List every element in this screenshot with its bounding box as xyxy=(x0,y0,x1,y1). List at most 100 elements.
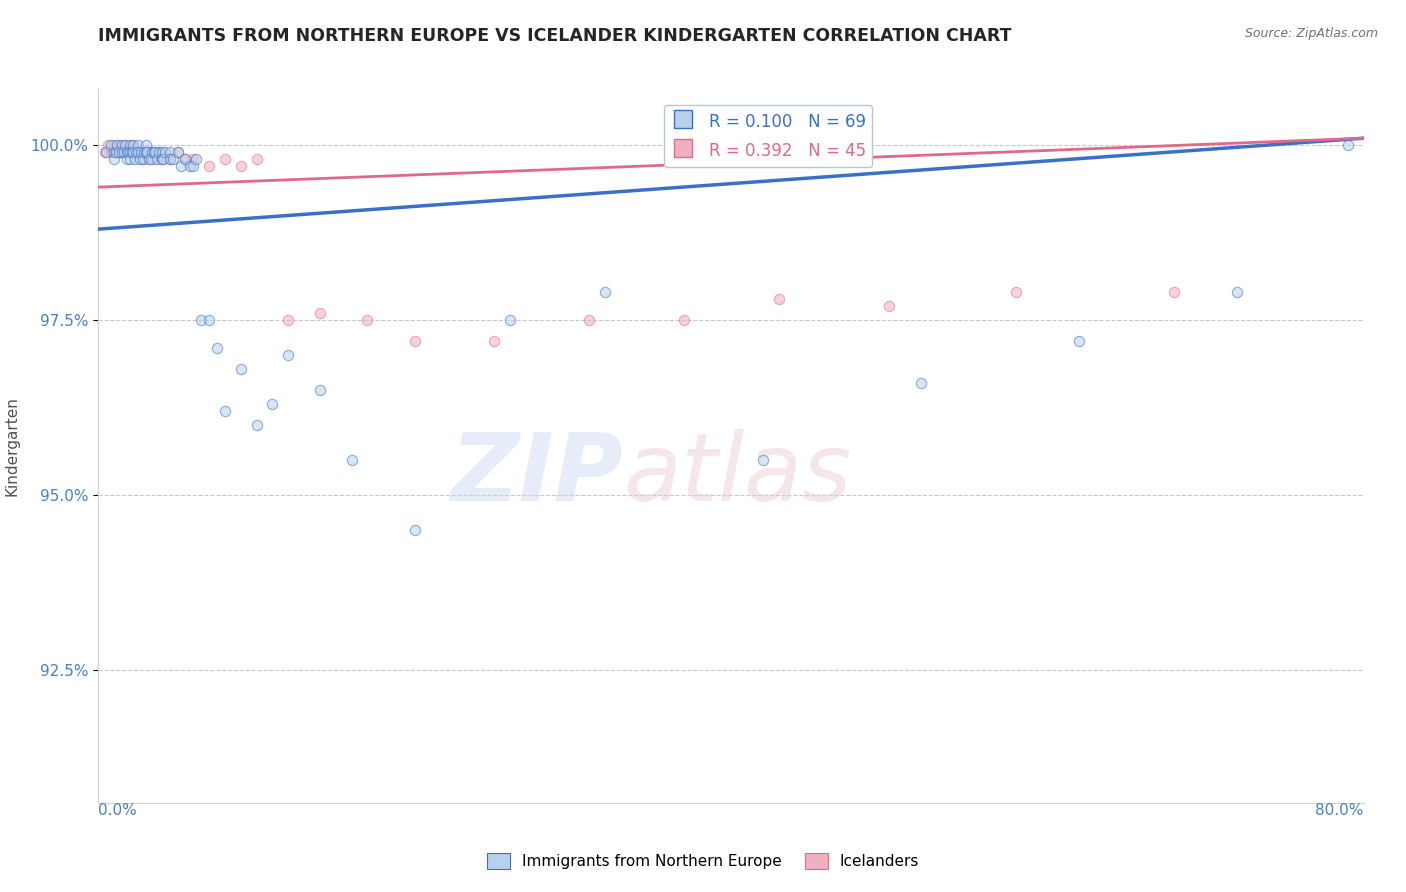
Point xyxy=(134,145,156,160)
Point xyxy=(117,145,139,160)
Point xyxy=(138,145,160,160)
Point xyxy=(146,152,169,166)
Point xyxy=(120,152,141,166)
Point xyxy=(122,145,145,160)
Point xyxy=(135,138,157,153)
Point xyxy=(142,152,165,166)
Legend: R = 0.100   N = 69, R = 0.392   N = 45: R = 0.100 N = 69, R = 0.392 N = 45 xyxy=(664,104,872,167)
Point xyxy=(150,145,173,160)
Point xyxy=(1226,285,1249,299)
Point xyxy=(115,145,138,160)
Point xyxy=(100,145,122,160)
Point xyxy=(578,313,600,327)
Point xyxy=(135,145,157,160)
Point xyxy=(877,299,900,313)
Point xyxy=(111,138,134,153)
Point xyxy=(214,404,236,418)
Point xyxy=(246,417,269,432)
Point xyxy=(309,383,332,397)
Point xyxy=(107,145,129,160)
Point xyxy=(111,145,134,160)
Point xyxy=(127,138,149,153)
Point xyxy=(115,152,138,166)
Point xyxy=(482,334,505,348)
Point xyxy=(101,145,124,160)
Point xyxy=(103,138,125,153)
Point xyxy=(136,145,159,160)
Point xyxy=(159,152,181,166)
Point xyxy=(104,145,127,160)
Point xyxy=(183,159,205,173)
Point xyxy=(120,138,141,153)
Point xyxy=(152,152,174,166)
Point xyxy=(910,376,932,390)
Point xyxy=(246,152,269,166)
Point xyxy=(108,145,131,160)
Point xyxy=(117,145,139,160)
Point xyxy=(114,138,136,153)
Point xyxy=(198,159,221,173)
Point xyxy=(128,145,150,160)
Point xyxy=(356,313,378,327)
Point xyxy=(1163,285,1185,299)
Point xyxy=(174,152,197,166)
Point xyxy=(135,145,157,160)
Point xyxy=(229,362,252,376)
Point xyxy=(148,145,170,160)
Point xyxy=(132,152,155,166)
Point xyxy=(114,138,136,153)
Point xyxy=(198,313,221,327)
Point xyxy=(404,523,426,537)
Point xyxy=(768,292,790,306)
Point xyxy=(139,152,162,166)
Point xyxy=(129,145,152,160)
Point xyxy=(108,138,131,153)
Text: 0.0%: 0.0% xyxy=(98,803,138,818)
Point xyxy=(112,145,135,160)
Text: Source: ZipAtlas.com: Source: ZipAtlas.com xyxy=(1244,27,1378,40)
Point xyxy=(150,152,173,166)
Point xyxy=(162,152,184,166)
Point xyxy=(153,145,176,160)
Point xyxy=(115,145,138,160)
Point xyxy=(120,145,141,160)
Text: 80.0%: 80.0% xyxy=(1316,803,1364,818)
Point xyxy=(148,145,170,160)
Point xyxy=(186,152,208,166)
Point xyxy=(112,145,135,160)
Point xyxy=(145,145,166,160)
Point xyxy=(150,152,173,166)
Point xyxy=(142,145,165,160)
Point xyxy=(124,145,146,160)
Point xyxy=(214,152,236,166)
Point xyxy=(166,145,188,160)
Point xyxy=(141,145,163,160)
Point xyxy=(125,145,148,160)
Point xyxy=(111,145,134,160)
Point xyxy=(190,313,212,327)
Point xyxy=(138,152,160,166)
Point xyxy=(127,145,149,160)
Point xyxy=(498,313,520,327)
Point xyxy=(159,145,181,160)
Point xyxy=(110,145,132,160)
Point xyxy=(122,145,145,160)
Point xyxy=(1004,285,1026,299)
Point xyxy=(159,152,181,166)
Point xyxy=(183,152,205,166)
Point xyxy=(124,152,146,166)
Point xyxy=(179,159,201,173)
Point xyxy=(97,138,120,153)
Point xyxy=(277,313,299,327)
Point xyxy=(404,334,426,348)
Point xyxy=(309,306,332,320)
Point xyxy=(93,145,117,160)
Y-axis label: Kindergarten: Kindergarten xyxy=(4,396,20,496)
Point xyxy=(128,152,150,166)
Point xyxy=(127,145,149,160)
Point xyxy=(593,285,616,299)
Point xyxy=(107,138,129,153)
Point xyxy=(751,453,773,467)
Text: atlas: atlas xyxy=(623,429,852,520)
Point xyxy=(122,138,145,153)
